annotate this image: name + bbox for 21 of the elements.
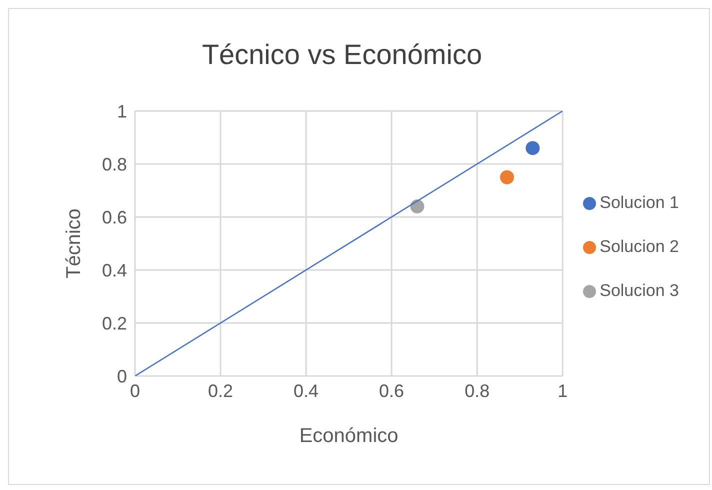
x-tick-label: 0.6 xyxy=(379,380,404,401)
point xyxy=(410,199,424,214)
x-tick-label: 0.8 xyxy=(464,380,490,401)
y-tick-label: 0.8 xyxy=(102,154,127,174)
x-tick-label: 0.2 xyxy=(208,380,234,401)
point xyxy=(500,170,514,184)
legend-label: Solucion 2 xyxy=(600,236,679,256)
x-tick-label: 0.4 xyxy=(294,380,319,401)
x-tick-label: 1 xyxy=(558,380,568,401)
y-tick-label: 0.6 xyxy=(102,207,127,228)
legend-label: Solucion 3 xyxy=(600,280,679,300)
y-axis-title: Técnico xyxy=(63,208,86,279)
point xyxy=(526,141,540,156)
x-tick-label: 0 xyxy=(130,380,140,401)
y-tick-label: 0 xyxy=(116,366,127,386)
chart-title: Técnico vs Económico xyxy=(200,39,484,71)
y-tick-label: 1 xyxy=(116,101,127,122)
y-tick-label: 0.4 xyxy=(102,260,127,280)
x-axis-title: Económico xyxy=(299,425,398,447)
legend-label: Solucion 1 xyxy=(600,192,679,212)
y-tick-label: 0.2 xyxy=(102,313,127,334)
